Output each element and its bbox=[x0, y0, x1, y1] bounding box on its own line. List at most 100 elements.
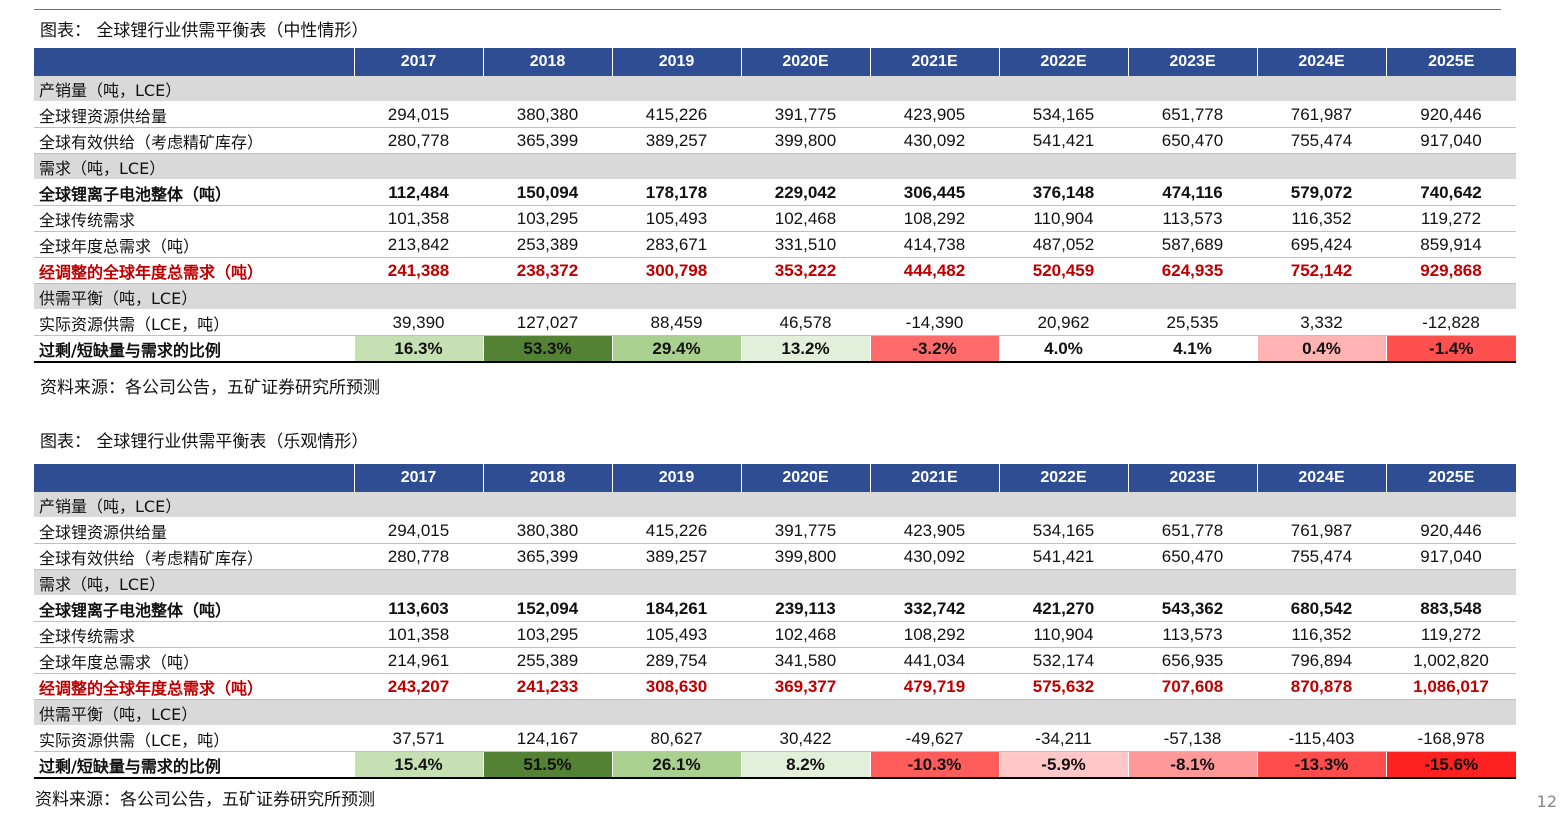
value-cell: 414,738 bbox=[870, 231, 999, 258]
value-cell: 113,573 bbox=[1128, 205, 1257, 232]
value-cell: 116,352 bbox=[1257, 205, 1386, 232]
table-row: 全球锂离子电池整体（吨） 112,484 150,094 178,178 229,042… bbox=[34, 179, 1516, 206]
value-cell: 369,377 bbox=[741, 673, 870, 700]
table-row: 全球锂离子电池整体（吨） 113,603 152,094 184,261 239,113… bbox=[34, 595, 1516, 622]
value-cell: 102,468 bbox=[741, 621, 870, 648]
year-header: 2020E bbox=[740, 464, 870, 492]
value-cell: 13.2% bbox=[740, 335, 870, 363]
value-cell: 391,775 bbox=[741, 517, 870, 544]
value-cell: 20,962 bbox=[999, 309, 1128, 336]
value-cell: 16.3% bbox=[353, 335, 483, 363]
value-cell: 353,222 bbox=[741, 257, 870, 284]
value-cell: 474,116 bbox=[1128, 179, 1257, 206]
row-label: 全球锂离子电池整体（吨） bbox=[34, 595, 354, 622]
value-cell: 796,894 bbox=[1257, 647, 1386, 674]
value-cell: 365,399 bbox=[483, 543, 612, 570]
value-cell: -34,211 bbox=[999, 725, 1128, 752]
value-cell: 421,270 bbox=[999, 595, 1128, 622]
value-cell: 280,778 bbox=[354, 543, 483, 570]
table-row: 全球锂资源供给量 294,015 380,380 415,226 391,775 423,… bbox=[34, 101, 1516, 128]
value-cell: 119,272 bbox=[1386, 205, 1516, 232]
year-header: 2020E bbox=[740, 48, 870, 76]
value-cell: 695,424 bbox=[1257, 231, 1386, 258]
value-cell: 430,092 bbox=[870, 127, 999, 154]
value-cell: 110,904 bbox=[999, 205, 1128, 232]
value-cell: 46,578 bbox=[741, 309, 870, 336]
value-cell: 306,445 bbox=[870, 179, 999, 206]
value-cell: 113,603 bbox=[354, 595, 483, 622]
table-row: 全球年度总需求（吨） 214,961 255,389 289,754 341,580 44… bbox=[34, 647, 1516, 674]
table-row: 全球传统需求 101,358 103,295 105,493 102,468 108,29… bbox=[34, 621, 1516, 648]
value-cell: 108,292 bbox=[870, 621, 999, 648]
row-label: 全球传统需求 bbox=[34, 621, 354, 648]
value-cell: 110,904 bbox=[999, 621, 1128, 648]
value-cell: 534,165 bbox=[999, 101, 1128, 128]
value-cell: 532,174 bbox=[999, 647, 1128, 674]
value-cell: -15.6% bbox=[1385, 751, 1516, 779]
page-number: 12 bbox=[1536, 792, 1557, 811]
value-cell: 575,632 bbox=[999, 673, 1128, 700]
row-label: 经调整的全球年度总需求（吨） bbox=[34, 257, 354, 284]
value-cell: -10.3% bbox=[869, 751, 999, 779]
row-label: 实际资源供需（LCE，吨） bbox=[34, 309, 354, 336]
value-cell: 25,535 bbox=[1128, 309, 1257, 336]
value-cell: 650,470 bbox=[1128, 543, 1257, 570]
table-row: 全球锂资源供给量 294,015 380,380 415,226 391,775 423,… bbox=[34, 517, 1516, 544]
value-cell: 113,573 bbox=[1128, 621, 1257, 648]
table-row: 实际资源供需（LCE，吨） 39,390 127,027 88,459 46,578 -1… bbox=[34, 309, 1516, 336]
year-header: 2017 bbox=[353, 464, 483, 492]
table-row: 全球有效供给（考虑精矿库存） 280,778 365,399 389,257 399,8… bbox=[34, 127, 1516, 154]
header-corner bbox=[34, 48, 354, 76]
value-cell: -1.4% bbox=[1385, 335, 1516, 363]
value-cell: 650,470 bbox=[1128, 127, 1257, 154]
value-cell: 541,421 bbox=[999, 127, 1128, 154]
table-row: 全球传统需求 101,358 103,295 105,493 102,468 108,29… bbox=[34, 205, 1516, 232]
value-cell: 15.4% bbox=[353, 751, 483, 779]
section-row: 产销量（吨，LCE） bbox=[34, 492, 1516, 518]
value-cell: 331,510 bbox=[741, 231, 870, 258]
table-row: 过剩/短缺量与需求的比例 15.4% 51.5% 26.1% 8.2% -10.3% -5.… bbox=[34, 751, 1516, 779]
value-cell: 39,390 bbox=[354, 309, 483, 336]
value-cell: 520,459 bbox=[999, 257, 1128, 284]
year-header: 2019 bbox=[611, 464, 741, 492]
top-rule bbox=[34, 9, 1501, 10]
value-cell: 105,493 bbox=[612, 621, 741, 648]
row-label: 经调整的全球年度总需求（吨） bbox=[34, 673, 354, 700]
value-cell: 239,113 bbox=[741, 595, 870, 622]
value-cell: 680,542 bbox=[1257, 595, 1386, 622]
table-row: 实际资源供需（LCE，吨） 37,571 124,167 80,627 30,422 -4… bbox=[34, 725, 1516, 752]
year-header: 2024E bbox=[1256, 48, 1386, 76]
section-row: 需求（吨，LCE） bbox=[34, 153, 1516, 180]
value-cell: 308,630 bbox=[612, 673, 741, 700]
row-label: 过剩/短缺量与需求的比例 bbox=[34, 335, 354, 363]
value-cell: 283,671 bbox=[612, 231, 741, 258]
value-cell: 119,272 bbox=[1386, 621, 1516, 648]
value-cell: -14,390 bbox=[870, 309, 999, 336]
value-cell: 917,040 bbox=[1386, 127, 1516, 154]
year-header: 2021E bbox=[869, 464, 999, 492]
value-cell: -3.2% bbox=[869, 335, 999, 363]
value-cell: 241,233 bbox=[483, 673, 612, 700]
value-cell: 26.1% bbox=[611, 751, 741, 779]
row-label: 全球锂离子电池整体（吨） bbox=[34, 179, 354, 206]
year-header: 2017 bbox=[353, 48, 483, 76]
value-cell: 929,868 bbox=[1386, 257, 1516, 284]
value-cell: 920,446 bbox=[1386, 101, 1516, 128]
section-row: 需求（吨，LCE） bbox=[34, 569, 1516, 596]
value-cell: 707,608 bbox=[1128, 673, 1257, 700]
table-row: 全球年度总需求（吨） 213,842 253,389 283,671 331,510 41… bbox=[34, 231, 1516, 258]
value-cell: 124,167 bbox=[483, 725, 612, 752]
value-cell: 103,295 bbox=[483, 205, 612, 232]
year-header: 2018 bbox=[482, 464, 612, 492]
section-title: 供需平衡（吨，LCE） bbox=[34, 699, 1516, 726]
value-cell: 51.5% bbox=[482, 751, 612, 779]
value-cell: 103,295 bbox=[483, 621, 612, 648]
year-header: 2019 bbox=[611, 48, 741, 76]
value-cell: 740,642 bbox=[1386, 179, 1516, 206]
row-label: 全球年度总需求（吨） bbox=[34, 231, 354, 258]
value-cell: 376,148 bbox=[999, 179, 1128, 206]
value-cell: 294,015 bbox=[354, 101, 483, 128]
value-cell: 289,754 bbox=[612, 647, 741, 674]
table-row: 过剩/短缺量与需求的比例 16.3% 53.3% 29.4% 13.2% -3.2% 4.0… bbox=[34, 335, 1516, 363]
value-cell: 755,474 bbox=[1257, 127, 1386, 154]
